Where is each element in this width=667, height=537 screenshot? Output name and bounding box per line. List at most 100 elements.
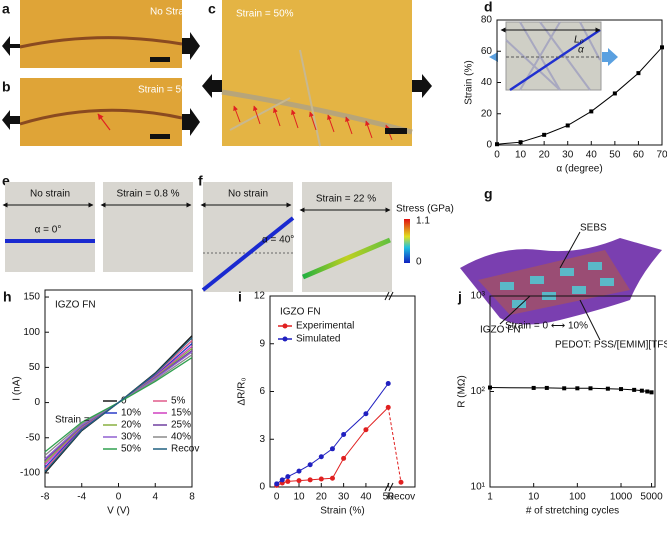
marker	[385, 381, 391, 387]
y-tick-label: 12	[254, 291, 266, 302]
micrograph	[20, 0, 182, 68]
legend-label: 0	[121, 396, 127, 407]
marker	[285, 478, 291, 484]
label: Strain = 5%	[138, 85, 190, 96]
y-tick-label: 150	[23, 292, 40, 303]
arrow	[182, 32, 200, 60]
y-tick-label: 0	[486, 140, 492, 151]
marker	[639, 388, 644, 393]
label: PEDOT: PSS/[EMIM][TFSI]	[555, 340, 667, 351]
marker	[660, 45, 664, 50]
scale-bar	[150, 134, 170, 139]
series-line	[44, 356, 193, 453]
x-tick-label: 0	[274, 492, 280, 503]
y-tick-label: 9	[259, 338, 265, 349]
x-tick-label: 1	[487, 492, 493, 503]
marker	[589, 109, 594, 114]
marker	[363, 427, 369, 433]
image	[103, 182, 193, 272]
arrow	[2, 110, 20, 130]
x-axis-label: α (degree)	[556, 164, 602, 175]
label: No strain	[30, 189, 70, 200]
arrow	[202, 74, 222, 98]
panel-letter: c	[208, 1, 216, 17]
marker	[363, 411, 369, 417]
marker	[398, 479, 404, 485]
colorbar-title: Stress (GPa)	[396, 204, 454, 215]
marker	[565, 123, 570, 128]
x-tick-label: 40	[360, 492, 372, 503]
marker	[605, 386, 610, 391]
y-axis-label: I (nA)	[12, 376, 23, 400]
x-tick-label: 30	[338, 492, 350, 503]
colorbar-label: 0	[416, 257, 422, 268]
annotation: Strain = 0 ⟷ 10%	[505, 321, 588, 332]
panel-letter: e	[2, 173, 10, 189]
legend-marker	[282, 336, 288, 342]
series-line	[44, 337, 193, 472]
y-tick-label: 20	[481, 108, 493, 119]
marker	[619, 387, 624, 392]
axis-break	[384, 291, 394, 492]
x-tick-label: 0	[494, 150, 500, 161]
arrow	[2, 36, 20, 56]
arrow	[182, 108, 200, 136]
y-tick-label: 100	[23, 327, 40, 338]
y-tick-label: 3	[259, 434, 265, 445]
series-line	[496, 47, 663, 145]
y-tick-label: 60	[481, 46, 493, 57]
panel-letter: b	[2, 79, 11, 95]
x-tick-label: 40	[586, 150, 598, 161]
colorbar	[404, 219, 410, 263]
label: Strain = 50%	[236, 9, 294, 20]
x-axis-label: Strain (%)	[320, 506, 364, 517]
y-tick-label: 50	[29, 362, 41, 373]
fiber	[221, 89, 413, 135]
label: Strain = 0.8 %	[116, 189, 179, 200]
y-tick-label: 10³	[471, 291, 486, 302]
y-tick-label: 80	[481, 15, 493, 26]
x-tick-label: 5000	[640, 492, 663, 503]
marker	[649, 390, 654, 395]
marker	[495, 142, 499, 147]
plot-frame	[44, 289, 193, 488]
legend-label: 20%	[121, 420, 141, 431]
crack-arrows	[233, 105, 393, 141]
annotation: Strain =	[55, 415, 90, 426]
annotation: L₀	[574, 35, 584, 46]
marker	[636, 71, 641, 76]
y-tick-label: 0	[34, 397, 40, 408]
marker	[329, 446, 335, 452]
panel-letter: g	[484, 186, 493, 202]
marker	[544, 385, 549, 390]
y-tick-label: 40	[481, 77, 493, 88]
marker	[307, 462, 313, 468]
marker	[341, 431, 347, 437]
x-tick-label: 60	[633, 150, 645, 161]
scale-bar	[150, 57, 170, 62]
annotation: IGZO FN	[55, 300, 96, 311]
marker	[307, 477, 313, 483]
arrow	[412, 74, 432, 98]
marker	[562, 386, 567, 391]
x-tick-label: 100	[569, 492, 586, 503]
scale-bar	[385, 128, 407, 134]
panel-letter: h	[3, 289, 12, 305]
series-line	[489, 387, 652, 393]
y-tick-label: 6	[259, 386, 265, 397]
arrow	[602, 48, 618, 66]
inset-fibers	[505, 21, 601, 91]
panel-letter: i	[238, 289, 242, 305]
annotation: IGZO FN	[280, 307, 321, 318]
marker	[612, 91, 617, 96]
panel-letter: f	[198, 173, 203, 189]
marker	[542, 132, 547, 137]
x-tick-label: 50	[383, 492, 395, 503]
y-axis-label: ΔR/R₀	[237, 377, 248, 405]
series-line	[44, 335, 193, 474]
marker	[518, 140, 523, 145]
marker	[488, 385, 492, 390]
image	[5, 182, 95, 272]
legend-label: 30%	[121, 432, 141, 443]
